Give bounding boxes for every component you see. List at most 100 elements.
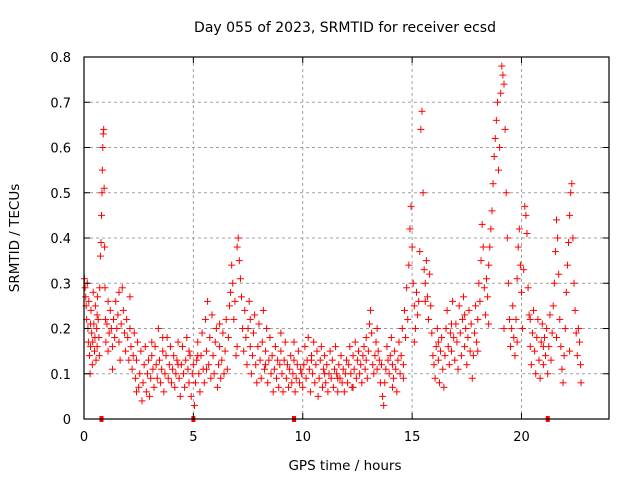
data-point — [149, 365, 157, 373]
data-point — [568, 180, 576, 188]
data-point — [216, 343, 224, 351]
data-point — [298, 370, 306, 378]
data-point — [512, 315, 520, 323]
data-point — [340, 388, 348, 396]
data-point — [227, 288, 235, 296]
data-points — [80, 62, 585, 422]
data-point — [343, 356, 350, 364]
data-point — [182, 356, 190, 364]
data-point — [208, 311, 216, 319]
data-point — [565, 239, 573, 247]
data-point — [196, 388, 204, 396]
data-point — [431, 374, 439, 382]
data-point — [309, 370, 317, 378]
data-point — [306, 388, 314, 396]
data-point — [388, 383, 396, 391]
data-point — [352, 374, 360, 382]
data-point — [570, 279, 578, 287]
data-point — [245, 297, 253, 305]
data-point — [133, 388, 140, 396]
y-tick-label: 0.4 — [50, 232, 71, 247]
data-point — [162, 352, 170, 360]
data-point — [175, 374, 183, 382]
data-point — [345, 361, 353, 369]
data-point — [556, 315, 564, 323]
data-point — [501, 125, 509, 133]
data-point — [335, 361, 343, 369]
data-point — [287, 352, 295, 360]
data-point — [330, 365, 338, 373]
data-point — [515, 225, 523, 233]
data-point — [315, 374, 323, 382]
data-point — [101, 315, 109, 323]
data-point — [446, 329, 454, 337]
data-point — [215, 361, 223, 369]
data-point — [339, 365, 347, 373]
data-point — [210, 370, 218, 378]
data-point — [259, 306, 267, 314]
data-point — [572, 329, 580, 337]
data-point — [320, 365, 328, 373]
data-point — [329, 383, 337, 391]
data-point — [113, 325, 121, 332]
data-point — [440, 383, 448, 391]
data-point — [419, 189, 427, 197]
data-point — [466, 347, 474, 355]
data-point — [562, 288, 570, 296]
data-point — [344, 379, 352, 387]
data-point — [154, 325, 162, 332]
data-point — [490, 153, 498, 161]
data-point — [574, 325, 582, 332]
data-point — [136, 370, 144, 378]
data-point — [369, 361, 377, 369]
data-point — [536, 374, 544, 382]
data-point — [502, 189, 510, 197]
data-point — [285, 383, 293, 391]
data-point — [411, 325, 419, 332]
data-point — [438, 334, 446, 342]
data-point — [382, 365, 390, 373]
data-point — [242, 334, 250, 342]
data-point — [153, 374, 161, 382]
data-point — [450, 334, 458, 342]
data-point — [101, 243, 109, 251]
data-point — [139, 379, 147, 387]
data-point — [172, 370, 180, 378]
data-point — [403, 284, 411, 292]
data-point — [176, 392, 184, 400]
data-point — [324, 388, 332, 396]
data-point — [334, 374, 342, 382]
data-point — [256, 356, 264, 364]
data-point — [521, 202, 529, 210]
data-point — [300, 361, 308, 369]
data-point — [233, 343, 241, 351]
data-point — [464, 334, 472, 342]
data-point — [415, 297, 423, 305]
data-point — [274, 356, 282, 364]
data-point — [363, 374, 371, 382]
data-point — [418, 107, 426, 115]
data-point — [119, 306, 127, 314]
data-point — [399, 361, 407, 369]
data-point — [360, 343, 368, 351]
data-point — [135, 383, 143, 391]
data-point — [543, 325, 551, 332]
data-point — [248, 352, 256, 360]
data-point — [321, 370, 329, 378]
data-point — [510, 334, 518, 342]
data-point — [93, 325, 101, 332]
data-point — [222, 315, 230, 323]
data-point — [270, 365, 278, 373]
data-point — [394, 356, 402, 364]
data-point — [509, 302, 517, 310]
data-point — [426, 270, 434, 278]
data-point — [174, 361, 182, 369]
data-point — [404, 315, 412, 323]
data-point — [253, 379, 261, 387]
data-point — [100, 125, 108, 133]
data-point — [381, 379, 389, 387]
data-point — [291, 388, 299, 396]
data-point — [392, 365, 400, 373]
data-point — [255, 320, 263, 328]
